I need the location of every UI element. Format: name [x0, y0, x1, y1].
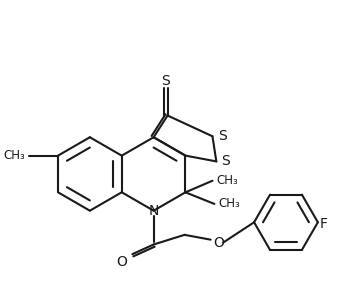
Text: O: O	[213, 236, 224, 250]
Text: S: S	[218, 129, 226, 143]
Text: S: S	[222, 154, 230, 168]
Text: F: F	[320, 217, 328, 231]
Text: CH₃: CH₃	[218, 197, 240, 210]
Text: O: O	[116, 255, 127, 269]
Text: S: S	[161, 74, 170, 88]
Text: CH₃: CH₃	[4, 149, 25, 162]
Text: CH₃: CH₃	[216, 174, 238, 187]
Text: N: N	[148, 204, 159, 218]
